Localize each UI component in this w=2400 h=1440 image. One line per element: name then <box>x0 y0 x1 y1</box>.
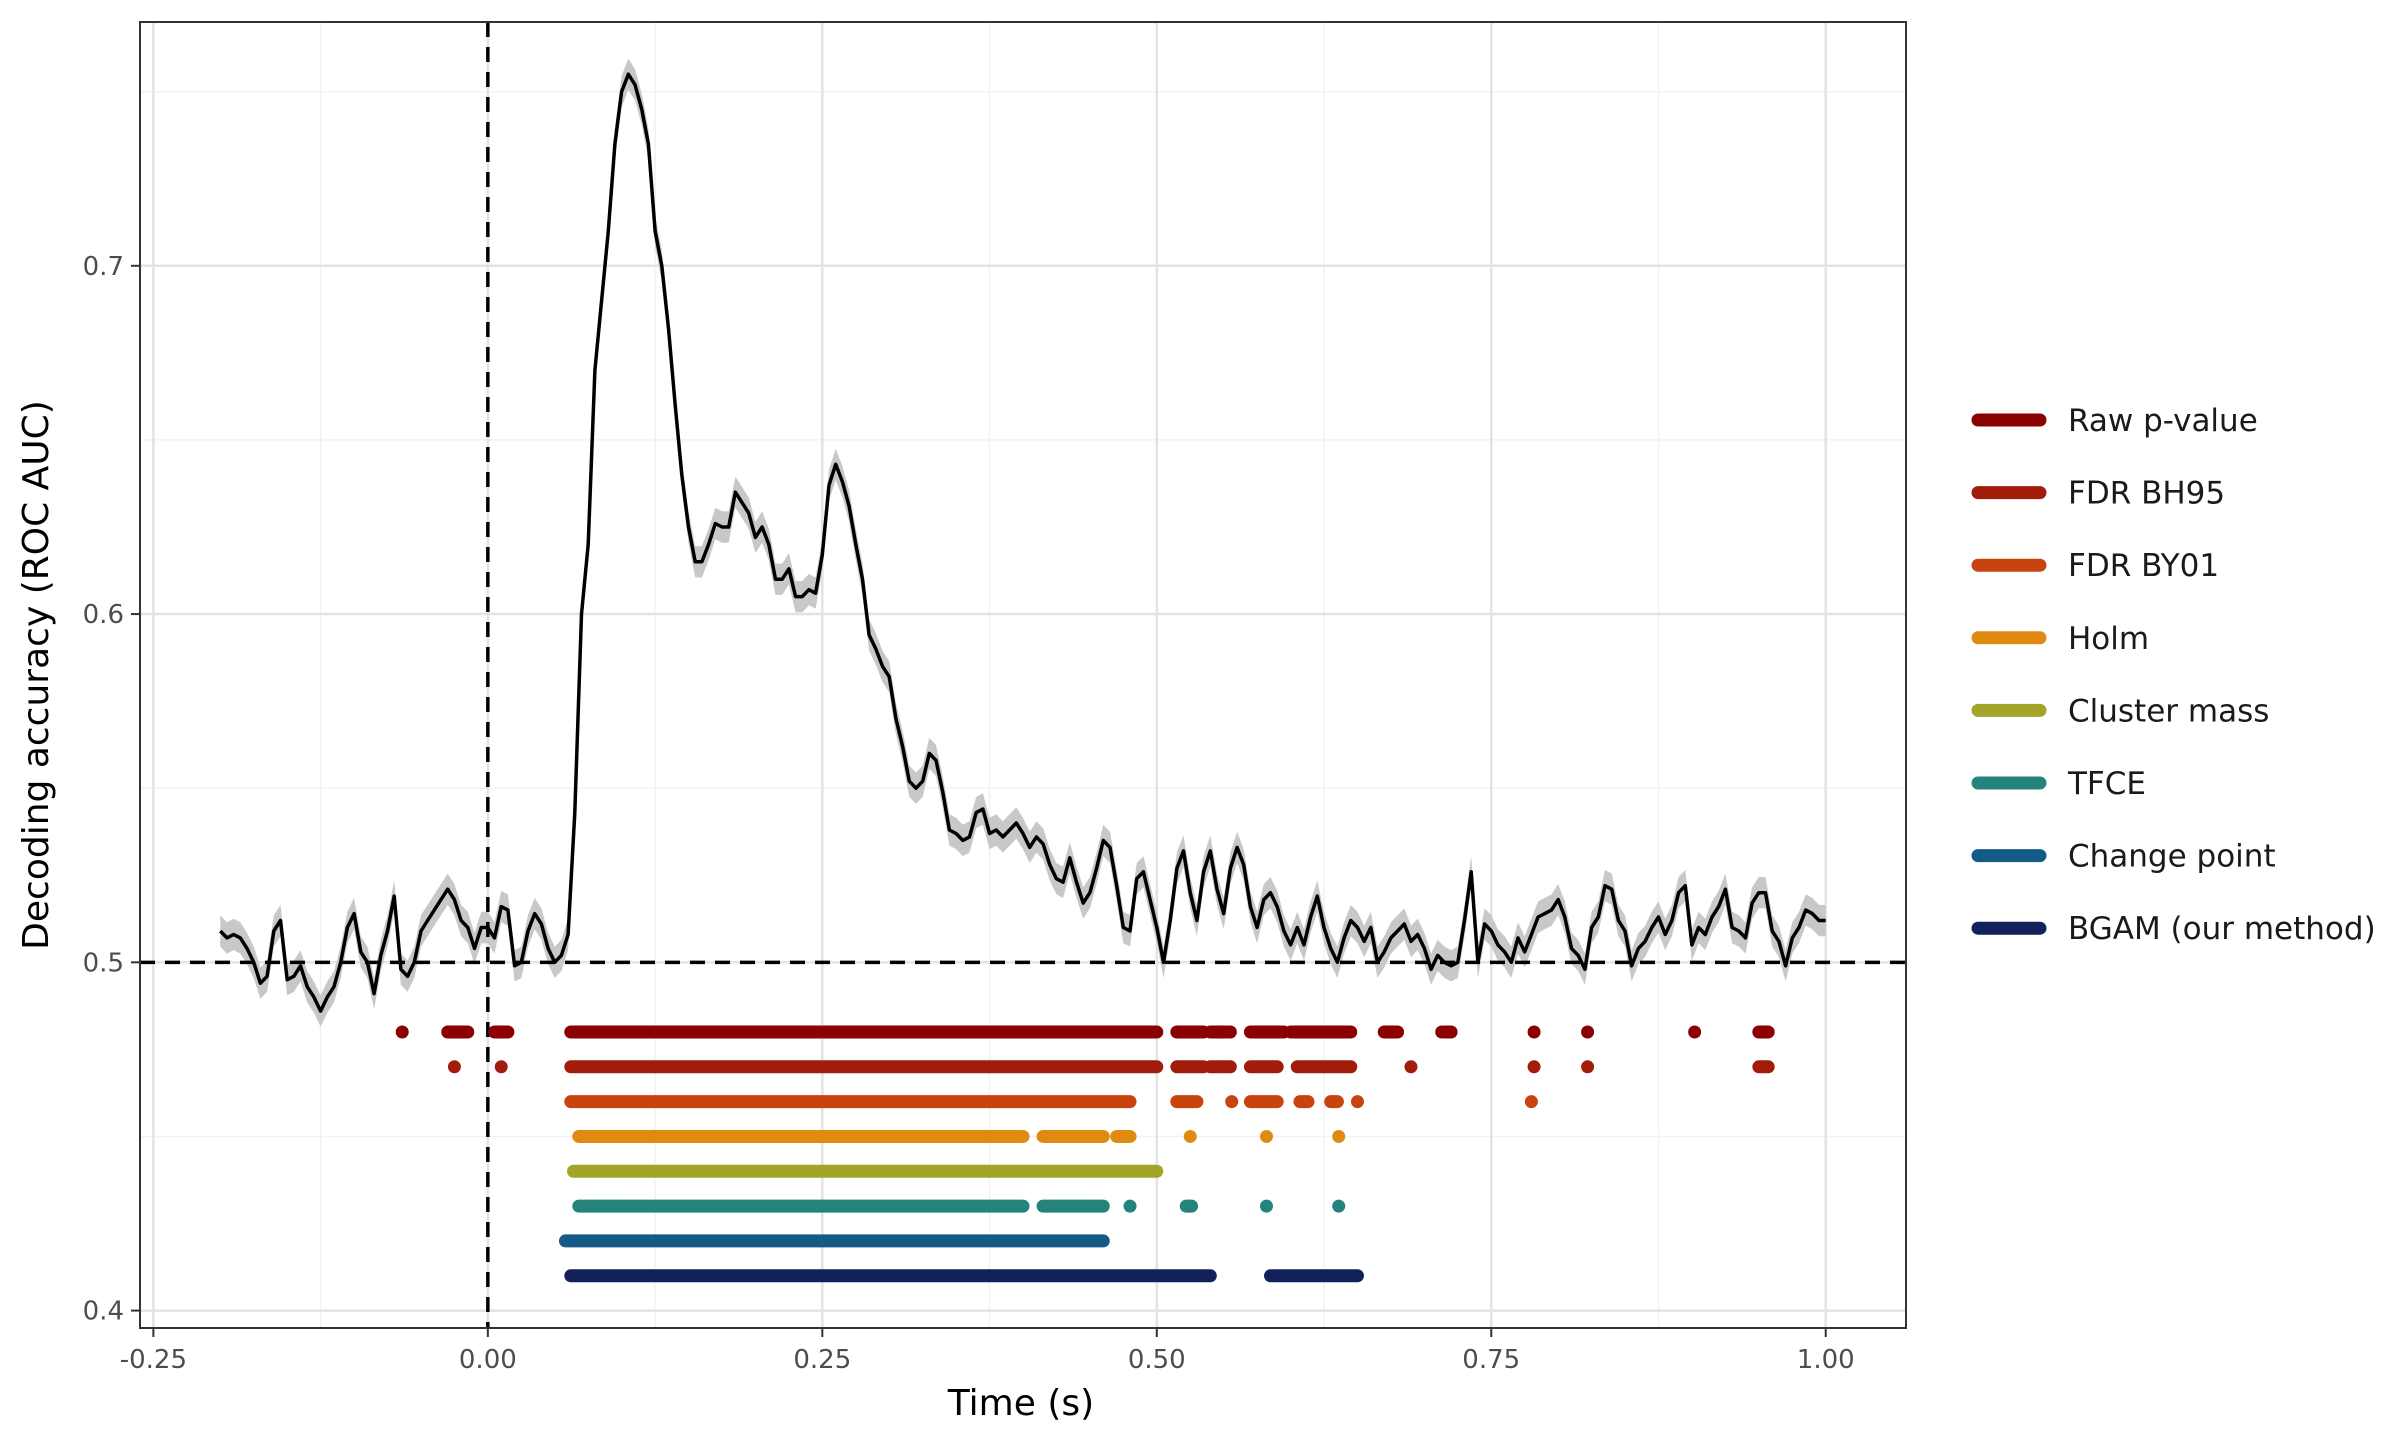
legend-label: TFCE <box>2067 766 2146 802</box>
x-tick-label: 0.50 <box>1128 1345 1186 1375</box>
legend-label: Change point <box>2068 839 2276 875</box>
x-axis-ticks: -0.25 0.00 0.25 0.50 0.75 1.00 <box>120 1328 1855 1375</box>
legend-item: Holm <box>1971 621 2149 657</box>
legend-label: Raw p-value <box>2068 403 2258 439</box>
y-tick-label: 0.4 <box>83 1297 124 1327</box>
legend-label: Cluster mass <box>2068 693 2269 729</box>
y-axis-title: Decoding accuracy (ROC AUC) <box>16 400 57 950</box>
significance-rows <box>395 1025 1775 1283</box>
legend: Raw p-value FDR BH95 FDR BY01 Holm Cluster m… <box>1971 403 2376 947</box>
legend-item: BGAM (our method) <box>1971 911 2376 947</box>
legend-label: FDR BY01 <box>2068 548 2219 584</box>
plot-panel-border <box>139 21 1907 1329</box>
x-tick-label: -0.25 <box>120 1345 187 1375</box>
legend-label: Holm <box>2068 621 2149 657</box>
legend-item: Change point <box>1971 839 2276 875</box>
x-axis-title: Time (s) <box>947 1383 1094 1424</box>
legend-item: FDR BY01 <box>1971 548 2219 584</box>
legend-label: FDR BH95 <box>2068 476 2225 512</box>
y-tick-label: 0.5 <box>83 948 124 978</box>
legend-label: BGAM (our method) <box>2068 911 2376 947</box>
reference-lines <box>140 22 1906 1328</box>
x-tick-label: 1.00 <box>1797 1345 1855 1375</box>
x-tick-label: 0.00 <box>459 1345 517 1375</box>
x-tick-label: 0.25 <box>793 1345 851 1375</box>
legend-item: Raw p-value <box>1971 403 2258 439</box>
y-tick-label: 0.7 <box>83 252 124 282</box>
legend-item: FDR BH95 <box>1971 476 2225 512</box>
y-axis-ticks: 0.4 0.5 0.6 0.7 <box>83 252 140 1327</box>
x-tick-label: 0.75 <box>1462 1345 1520 1375</box>
legend-item: TFCE <box>1971 766 2146 802</box>
legend-item: Cluster mass <box>1971 693 2269 729</box>
y-tick-label: 0.6 <box>83 600 124 630</box>
